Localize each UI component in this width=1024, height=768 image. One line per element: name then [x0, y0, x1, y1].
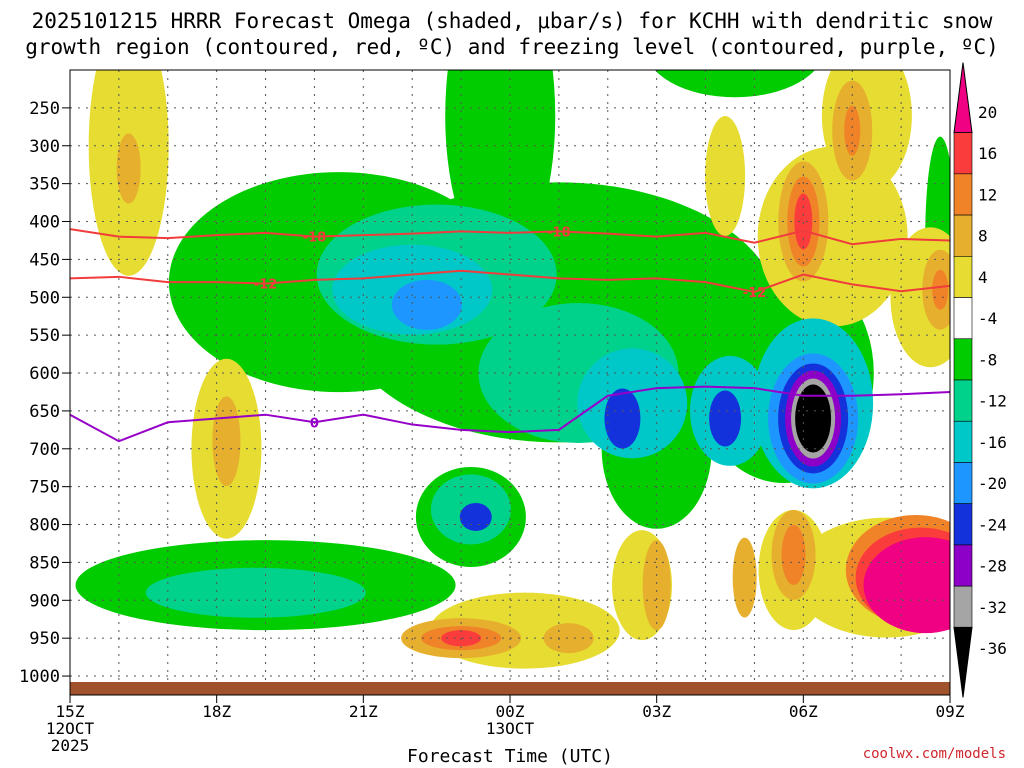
x-tick-label-9-1: 13OCT — [486, 719, 535, 738]
contour-label-dendritic_minus18-5: -18 — [303, 231, 327, 246]
colorbar-label-6: -8 — [978, 350, 997, 369]
omega-region-44 — [794, 193, 813, 250]
omega-region-30 — [709, 390, 742, 447]
y-tick-label-950: 950 — [29, 629, 60, 649]
site-credit: coolwx.com/models — [862, 746, 1006, 762]
y-tick-label-900: 900 — [29, 591, 60, 611]
colorbar-label-10: -24 — [978, 515, 1007, 534]
x-tick-label-12-0: 03Z — [642, 702, 671, 721]
colorbar-bin-12 — [953, 585, 973, 628]
omega-region-5 — [654, 70, 816, 98]
contour-dendritic_minus12 — [70, 269, 950, 294]
x-tick-label-3-0: 18Z — [202, 702, 231, 721]
colorbar-label-8: -16 — [978, 433, 1007, 452]
x-tick-label-15-0: 06Z — [789, 702, 818, 721]
colorbar-bottom-arrow — [953, 626, 973, 698]
colorbar-bin-5 — [953, 297, 973, 340]
omega-region-49 — [642, 540, 671, 631]
contour-freezing_level — [70, 385, 950, 443]
omega-region-48 — [932, 269, 949, 310]
colorbar-label-4: 4 — [978, 268, 988, 287]
contour-label-freezing_level-5: 0 — [310, 416, 319, 431]
colorbar-label-7: -12 — [978, 392, 1007, 411]
omega-region-36 — [116, 133, 141, 204]
colorbar-label-1: 16 — [978, 144, 997, 163]
chart-title-line-1: 2025101215 HRRR Forecast Omega (shaded, … — [31, 9, 993, 33]
omega-region-50 — [732, 537, 757, 618]
colorbar-label-11: -28 — [978, 557, 1007, 576]
colorbar-bin-6 — [953, 338, 973, 381]
y-tick-label-550: 550 — [29, 326, 60, 346]
y-tick-label-450: 450 — [29, 250, 60, 270]
omega-region-35 — [795, 384, 832, 453]
colorbar-bin-11 — [953, 544, 973, 587]
omega-region-52 — [781, 524, 806, 585]
colorbar-label-12: -32 — [978, 598, 1007, 617]
y-tick-label-350: 350 — [29, 175, 60, 195]
colorbar-label-2: 12 — [978, 185, 997, 204]
omega-region-29 — [604, 388, 641, 449]
x-tick-label-0-1: 12OCT — [46, 719, 95, 738]
omega-region-37 — [212, 396, 241, 487]
contour-dendritic_minus18 — [70, 228, 950, 246]
x-axis-title: Forecast Time (UTC) — [407, 746, 613, 767]
omega-region-46 — [844, 105, 861, 156]
y-tick-label-600: 600 — [29, 364, 60, 384]
colorbar-bin-8 — [953, 420, 973, 463]
omega-region-17 — [705, 116, 746, 237]
y-tick-label-250: 250 — [29, 99, 60, 119]
chart-title-line-2: growth region (contoured, red, ºC) and f… — [25, 35, 999, 59]
colorbar-label-5: -4 — [978, 309, 997, 328]
chart-title: 2025101215 HRRR Forecast Omega (shaded, … — [0, 8, 1024, 60]
x-tick-label-0-0: 15Z — [56, 702, 85, 721]
y-tick-label-500: 500 — [29, 288, 60, 308]
x-tick-label-18-0: 09Z — [936, 702, 965, 721]
omega-region-27 — [391, 279, 462, 330]
x-tick-label-0-2: 2025 — [51, 736, 90, 755]
y-tick-label-700: 700 — [29, 440, 60, 460]
colorbar-bin-10 — [953, 503, 973, 546]
contour-label-dendritic_minus18-10: -18 — [547, 225, 571, 240]
y-tick-label-300: 300 — [29, 137, 60, 157]
y-tick-label-650: 650 — [29, 402, 60, 422]
y-tick-label-750: 750 — [29, 478, 60, 498]
y-tick-label-1000: 1000 — [19, 667, 60, 687]
colorbar-bin-9 — [953, 462, 973, 504]
surface-strip — [70, 682, 950, 695]
y-tick-label-850: 850 — [29, 553, 60, 573]
omega-region-21 — [145, 567, 366, 618]
colorbar-top-arrow — [953, 62, 973, 134]
colorbar-bin-2 — [953, 173, 973, 216]
omega-region-28 — [459, 502, 492, 531]
colorbar-bin-7 — [953, 379, 973, 422]
omega-region-55 — [863, 537, 950, 634]
colorbar-label-9: -20 — [978, 474, 1007, 493]
colorbar-bin-1 — [953, 132, 973, 175]
colorbar-label-3: 8 — [978, 227, 988, 246]
colorbar-bin-3 — [953, 214, 973, 257]
colorbar-label-0: 20 — [978, 103, 997, 122]
omega-region-41 — [543, 623, 594, 654]
x-tick-label-6-0: 21Z — [349, 702, 378, 721]
y-tick-label-800: 800 — [29, 516, 60, 536]
y-tick-label-400: 400 — [29, 213, 60, 233]
x-tick-label-9-0: 00Z — [496, 702, 525, 721]
contour-label-dendritic_minus12-14: -12 — [743, 286, 767, 301]
colorbar-bin-4 — [953, 256, 973, 298]
contour-label-dendritic_minus12-4: -12 — [254, 278, 278, 293]
colorbar-label-13: -36 — [978, 639, 1007, 658]
